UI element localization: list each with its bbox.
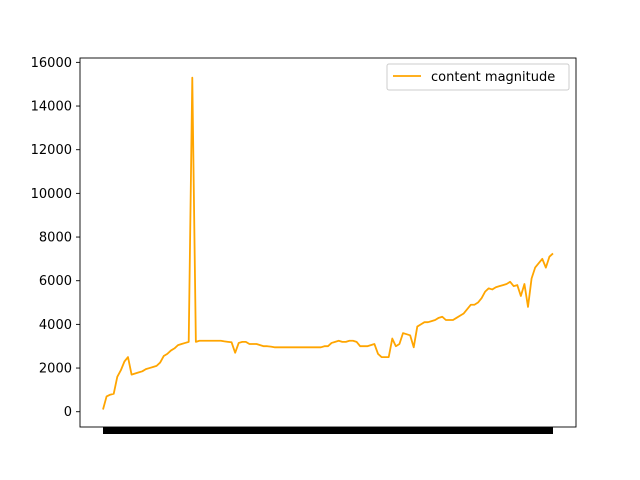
y-tick-label: 2000 [39, 362, 72, 377]
y-tick-label: 8000 [39, 231, 72, 246]
series-line [102, 76, 554, 410]
series-layer [102, 76, 554, 410]
y-tick-label: 12000 [31, 143, 72, 158]
legend-box [386, 63, 570, 91]
y-tick-label: 6000 [39, 274, 72, 289]
y-axis: 0 2000 4000 6000 8000 10000 12000 14000 16000 [31, 56, 80, 420]
y-tick-label: 14000 [31, 100, 72, 115]
y-tick-label: 4000 [39, 318, 72, 333]
y-tick-label: 16000 [31, 56, 72, 71]
legend-label: content magnitude [431, 70, 555, 85]
plot-area [79, 57, 577, 428]
y-tick-label: 0 [64, 405, 72, 420]
y-tick-label: 10000 [31, 187, 72, 202]
legend: content magnitude [386, 63, 570, 91]
x-tick-band [103, 427, 553, 434]
axes-frame [79, 57, 577, 428]
